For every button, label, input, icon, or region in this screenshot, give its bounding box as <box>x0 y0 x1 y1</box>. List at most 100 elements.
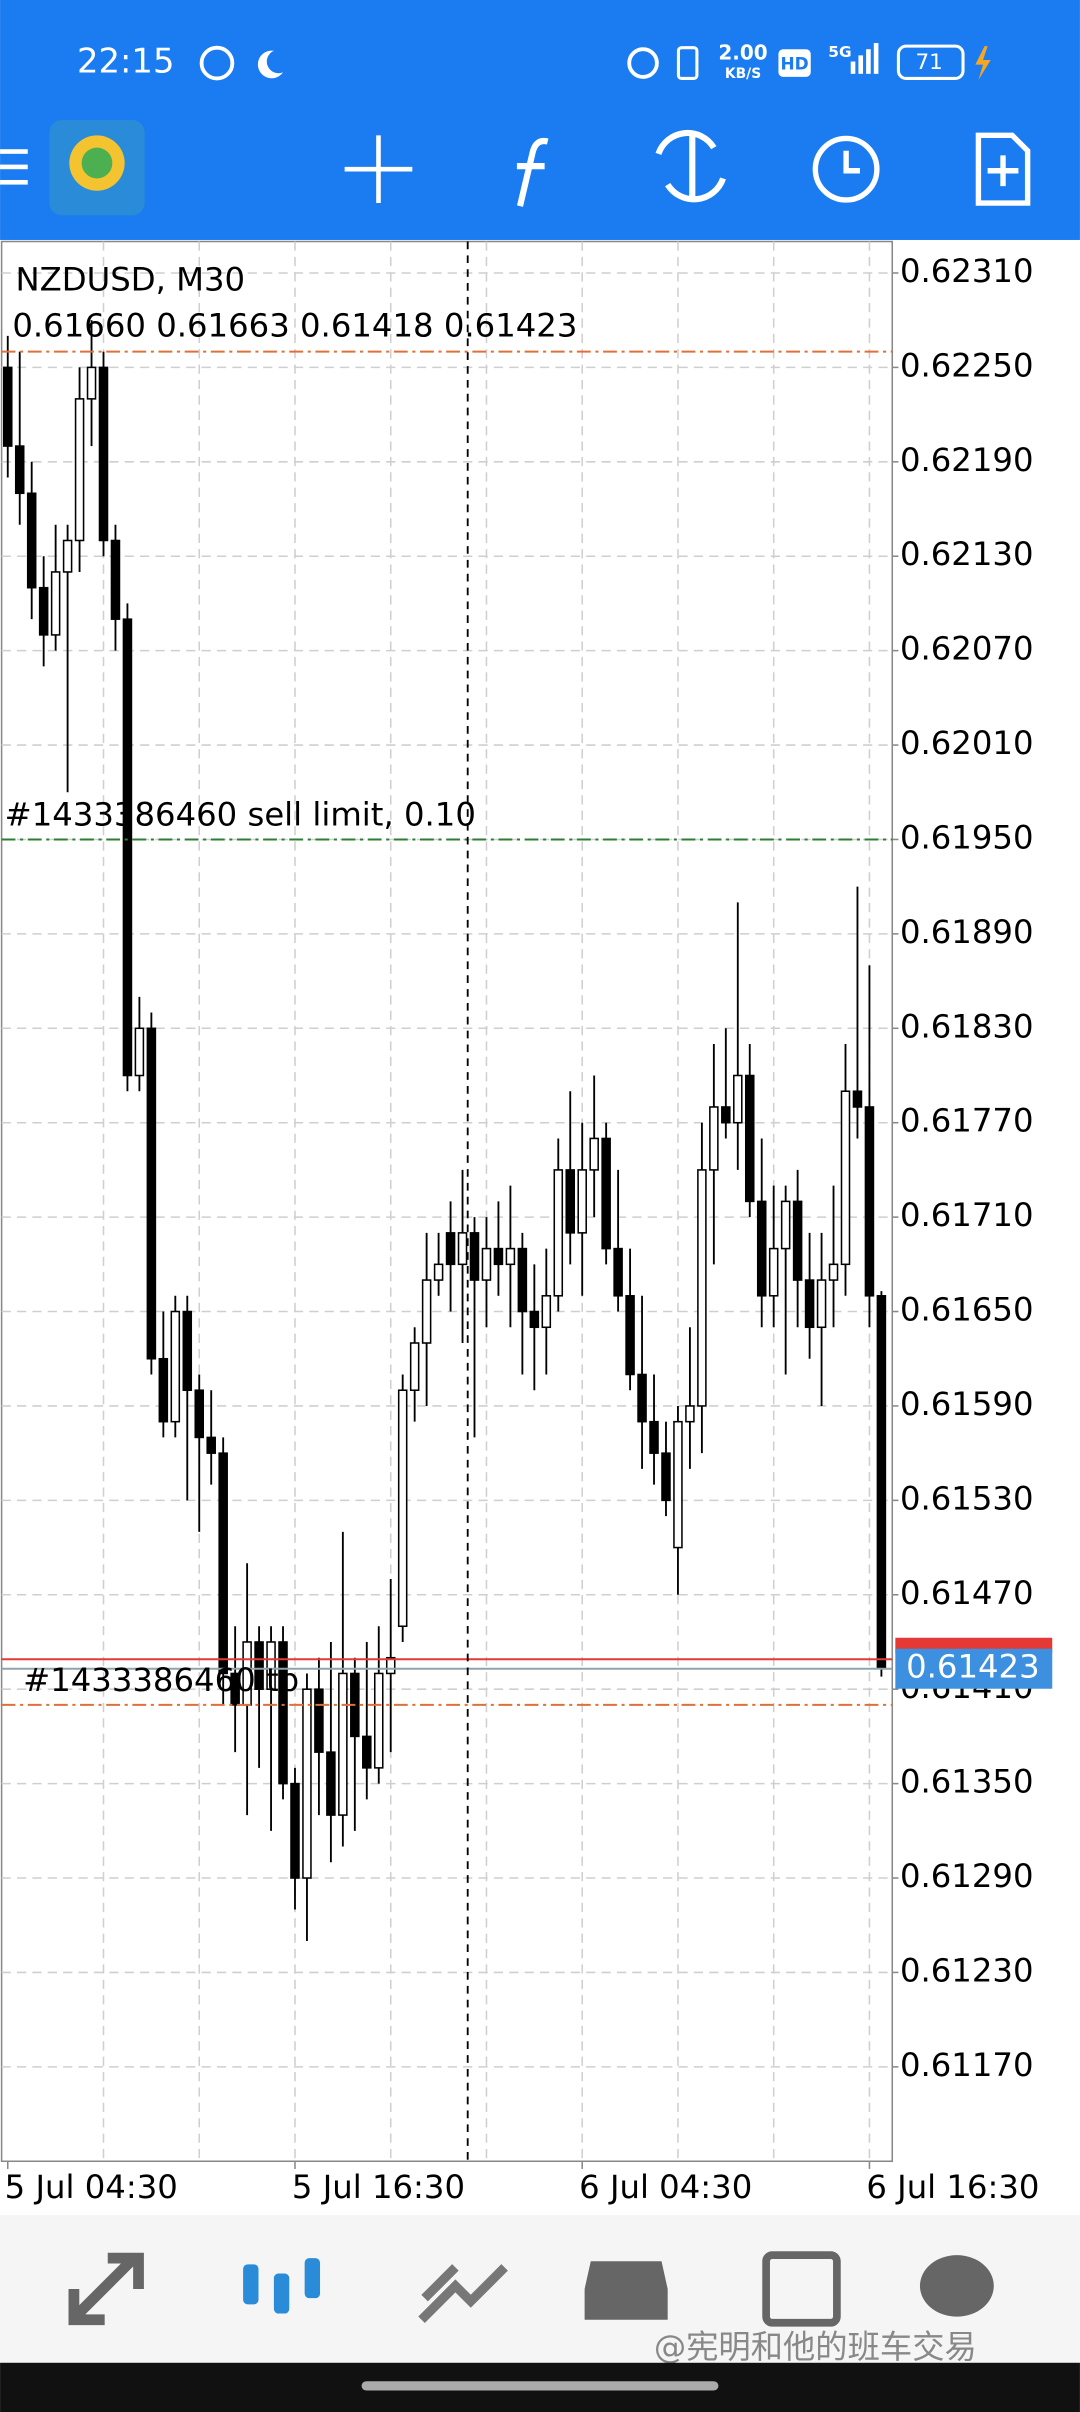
candle-body <box>230 1672 240 1706</box>
candle-body <box>86 366 97 400</box>
tab-bar <box>243 2264 259 2305</box>
candle-body <box>744 1074 755 1203</box>
x-tick-label: 5 Jul 04:30 <box>5 2168 178 2206</box>
timeframe-button[interactable] <box>812 135 880 203</box>
candle-body <box>792 1200 803 1281</box>
candle-body <box>601 1137 611 1250</box>
x-tick-label: 6 Jul 16:30 <box>866 2168 1039 2206</box>
alarm-icon <box>627 47 659 79</box>
y-tick-label: 0.61710 <box>900 1196 1034 1234</box>
trade-button[interactable] <box>655 129 726 203</box>
candle-body <box>541 1295 552 1329</box>
net-speed: 2.00 <box>718 40 767 64</box>
y-tick-label: 0.61770 <box>900 1102 1034 1140</box>
y-tick-label: 0.61530 <box>900 1479 1034 1517</box>
hd-badge <box>778 49 811 77</box>
candle-body <box>505 1247 516 1266</box>
candle-body <box>14 445 25 495</box>
candle-body <box>840 1090 851 1266</box>
candle-body <box>50 571 61 636</box>
y-tick-label: 0.61230 <box>900 1951 1034 1989</box>
doc-plus <box>987 155 1019 187</box>
top-bar <box>0 0 1080 240</box>
candle-body <box>589 1137 599 1171</box>
chart-tab[interactable] <box>243 2258 321 2314</box>
candle-body <box>804 1279 815 1329</box>
history-tab[interactable] <box>584 2261 668 2320</box>
candle-body <box>302 1688 312 1879</box>
candle-body <box>110 539 121 620</box>
candle-body <box>314 1688 324 1753</box>
candle-body <box>134 1027 145 1077</box>
candle-body <box>768 1247 779 1297</box>
y-tick-label: 0.61650 <box>900 1291 1034 1329</box>
y-tick-label: 0.61890 <box>900 913 1034 951</box>
symbol-label: NZDUSD, M30 <box>15 261 245 299</box>
vibrate-icon <box>676 46 699 80</box>
moon-icon <box>257 50 284 79</box>
charging-icon <box>975 46 991 80</box>
chat-tab[interactable] <box>919 2255 994 2317</box>
candle-body <box>182 1310 193 1391</box>
candle-body <box>852 1090 863 1108</box>
candle-body <box>409 1342 420 1391</box>
candle-body <box>565 1169 576 1234</box>
candle-body <box>733 1074 743 1124</box>
candle-body <box>421 1279 432 1344</box>
bottom-nav <box>0 2215 1080 2363</box>
candle-body <box>553 1169 564 1297</box>
y-tick-label: 0.62190 <box>900 441 1034 479</box>
news-tab[interactable] <box>762 2251 841 2327</box>
candle-body <box>206 1436 216 1454</box>
ohlc-label: 0.61660 0.61663 0.61418 0.61423 <box>12 307 577 345</box>
candle-body <box>457 1232 468 1266</box>
candle-body <box>385 1656 396 1675</box>
menu-button[interactable] <box>0 149 28 185</box>
hd-label: HD <box>780 54 808 74</box>
candle-body <box>864 1106 875 1297</box>
candle-body <box>445 1232 456 1266</box>
price-tag <box>895 1648 1053 1689</box>
candle-body <box>362 1735 372 1769</box>
crosshair-button[interactable] <box>344 135 413 204</box>
y-tick-label: 0.62250 <box>900 346 1034 384</box>
candle-body <box>290 1782 300 1879</box>
candle-body <box>74 398 85 542</box>
candle-body <box>218 1452 228 1675</box>
logo-mark <box>81 147 113 179</box>
candle-body <box>577 1169 587 1234</box>
candle-body <box>493 1247 504 1266</box>
candle-body <box>62 539 73 573</box>
new-order-button[interactable] <box>975 132 1031 206</box>
candle-body <box>326 1751 336 1816</box>
menu-line <box>0 179 28 185</box>
y-tick-label: 0.61350 <box>900 1763 1034 1801</box>
trade-tab[interactable] <box>418 2264 508 2323</box>
y-tick-label: 0.61170 <box>900 2046 1034 2084</box>
candle-body <box>517 1247 528 1313</box>
candle-body <box>481 1247 492 1281</box>
indicators-button[interactable] <box>516 137 549 207</box>
candle-body <box>529 1310 540 1329</box>
candle-body <box>613 1247 623 1297</box>
candle-body <box>697 1169 707 1407</box>
candle-body <box>2 366 13 447</box>
clock-face <box>812 135 880 203</box>
candle-body <box>876 1295 887 1670</box>
candle-body <box>397 1389 408 1628</box>
candle-body <box>266 1641 276 1690</box>
doc-outline <box>975 132 1031 206</box>
candle-body <box>122 618 133 1077</box>
signal-bar <box>873 43 879 74</box>
signal-bar <box>866 49 871 74</box>
candle-body <box>721 1106 731 1124</box>
tab-bar <box>304 2258 321 2299</box>
status-icon <box>199 45 235 81</box>
candle-body <box>469 1232 480 1281</box>
candle-body <box>649 1420 659 1454</box>
quotes-tab[interactable] <box>68 2252 144 2326</box>
candle-body <box>828 1263 839 1281</box>
candle-body <box>146 1027 157 1360</box>
